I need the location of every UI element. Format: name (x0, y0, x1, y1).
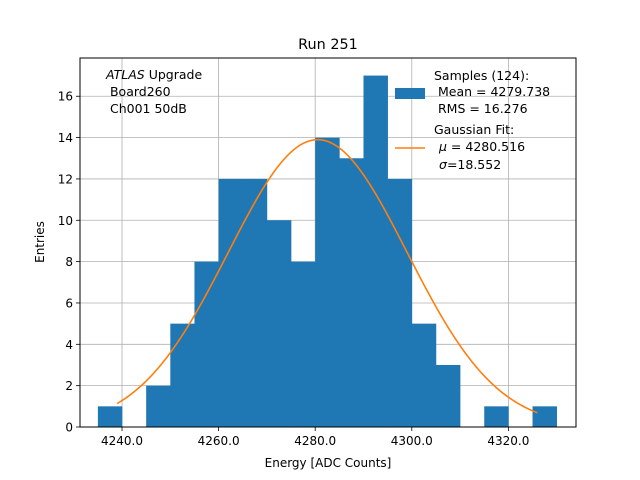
legend-fit-sigma: σ=18.552 (439, 157, 501, 172)
annotation-line-3: Ch001 50dB (106, 101, 187, 116)
annotation-line-1: ATLAS Upgrade (105, 67, 202, 82)
gaussian-fit (116, 138, 538, 414)
y-tick-label: 8 (65, 255, 73, 269)
annotation-upgrade: Upgrade (145, 67, 203, 82)
y-tick-label: 4 (65, 338, 73, 352)
histogram-bar (97, 406, 123, 427)
legend-sigma-symbol: σ (439, 157, 448, 172)
x-axis-ticks: 4240.0 4260.0 4280.0 4300.0 4320.0 (101, 427, 529, 448)
y-tick-label: 10 (58, 214, 73, 228)
histogram-bar (532, 406, 557, 427)
x-tick-label: 4240.0 (101, 434, 143, 448)
histogram-bar (218, 178, 244, 427)
x-tick-label: 4260.0 (198, 434, 240, 448)
histogram-bar (339, 158, 364, 427)
histogram-bar (146, 385, 171, 427)
y-tick-label: 16 (58, 90, 73, 104)
y-axis-label: Entries (33, 221, 47, 263)
legend-mu-value: = 4280.516 (447, 139, 525, 154)
histogram-bar (484, 406, 509, 427)
y-tick-label: 14 (58, 131, 73, 145)
histogram-bar (291, 261, 316, 427)
histogram-bar (363, 75, 388, 428)
legend-fit-title: Gaussian Fit: (434, 122, 514, 137)
legend-sigma-value: =18.552 (447, 157, 501, 172)
x-axis-label: Energy [ADC Counts] (265, 456, 392, 470)
histogram-bar (411, 323, 437, 427)
atlas-annotation: ATLAS Upgrade Board260 Ch001 50dB (105, 67, 202, 116)
plot-frame (79, 57, 577, 428)
legend-samples-rms: RMS = 16.276 (434, 101, 528, 116)
histogram-bar (242, 178, 268, 427)
y-tick-label: 12 (58, 172, 73, 186)
histogram-bar (387, 178, 413, 427)
annotation-atlas: ATLAS (105, 67, 145, 82)
y-tick-label: 2 (65, 379, 73, 393)
histogram-bar (170, 323, 195, 427)
legend: Samples (124): Mean = 4279.738 RMS = 16.… (395, 68, 550, 172)
y-tick-label: 0 (65, 421, 73, 435)
histogram-bar (266, 220, 292, 427)
histogram-bars (97, 75, 557, 428)
histogram-bar (194, 261, 219, 427)
legend-samples-mean: Mean = 4279.738 (434, 84, 550, 99)
histogram-bar (435, 364, 461, 427)
legend-mu-symbol: μ (438, 139, 447, 154)
legend-samples-title: Samples (124): (434, 68, 529, 83)
legend-fit-mu: μ = 4280.516 (438, 139, 525, 154)
x-tick-label: 4300.0 (391, 434, 433, 448)
x-tick-label: 4280.0 (294, 434, 336, 448)
gaussian-fit-curve (116, 138, 538, 414)
y-axis-ticks: 0 2 4 6 8 10 12 14 16 (58, 90, 80, 435)
y-tick-label: 6 (65, 296, 73, 310)
histogram-bar (315, 137, 340, 427)
annotation-line-2: Board260 (106, 84, 171, 99)
x-tick-label: 4320.0 (487, 434, 529, 448)
legend-samples-swatch (395, 88, 425, 99)
chart-title: Run 251 (298, 37, 358, 53)
